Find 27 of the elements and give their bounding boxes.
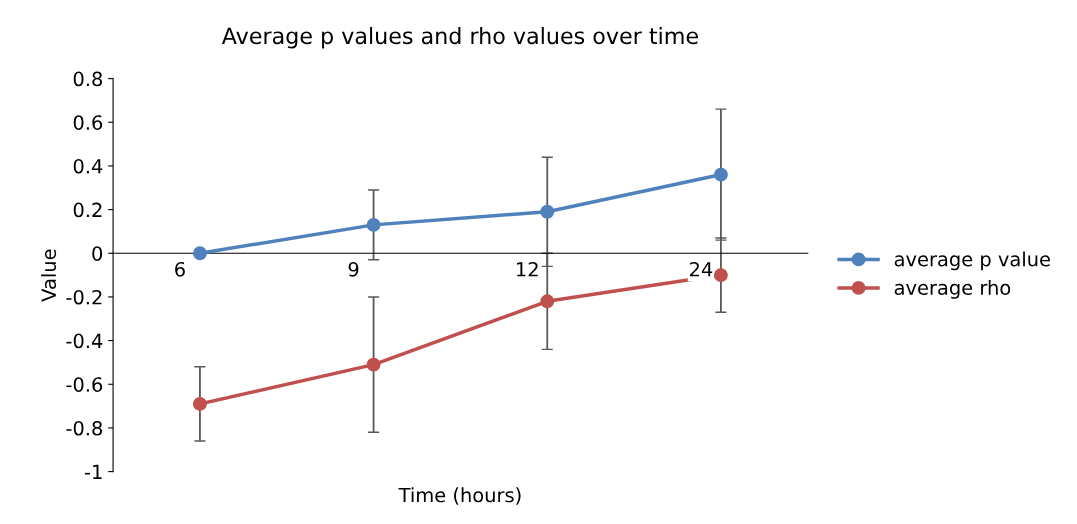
x-tick-label: 24 <box>689 261 713 277</box>
point <box>713 268 728 283</box>
x-tick-label: 12 <box>517 261 538 277</box>
legend-label: average rho <box>894 279 1011 299</box>
y-tick-label: 0.8 <box>73 71 103 87</box>
y-tick-label: -0.6 <box>66 377 103 392</box>
x-axis-title: Time (hours) <box>398 487 521 505</box>
y-tick-label: 0.4 <box>73 158 103 174</box>
y-tick-label: 0.2 <box>73 202 102 218</box>
y-axis-title: Value <box>41 249 57 302</box>
y-tick-label: -0.8 <box>66 420 103 436</box>
point <box>366 357 381 372</box>
point <box>366 217 381 232</box>
y-tick-label: 0 <box>92 246 103 261</box>
x-tick-label: 6 <box>175 261 185 277</box>
y-tick-label: -0.4 <box>66 333 103 349</box>
chart-title: Average p values and rho values over time <box>221 26 698 49</box>
point <box>540 204 555 219</box>
x-tick-label: 9 <box>348 261 359 277</box>
point <box>192 246 207 261</box>
point <box>713 167 728 182</box>
y-tick-label: -1 <box>84 464 102 479</box>
point <box>192 396 207 411</box>
y-tick-label: -0.2 <box>66 289 102 305</box>
point <box>540 294 555 309</box>
y-tick-label: 0.6 <box>73 115 103 130</box>
legend-label: average p value <box>894 251 1050 271</box>
